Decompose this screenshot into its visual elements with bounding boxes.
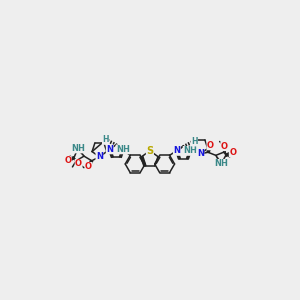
Text: O: O	[229, 148, 236, 157]
Text: NH: NH	[183, 146, 197, 155]
Text: N: N	[96, 152, 103, 161]
Text: O: O	[64, 156, 71, 165]
Text: O: O	[207, 141, 214, 150]
Text: S: S	[146, 146, 154, 156]
Text: NH: NH	[214, 159, 228, 168]
Text: N: N	[173, 146, 180, 155]
Text: N: N	[106, 145, 113, 154]
Text: H: H	[102, 136, 109, 145]
Text: O: O	[85, 162, 92, 171]
Polygon shape	[77, 148, 84, 156]
Text: H: H	[191, 137, 197, 146]
Text: O: O	[75, 159, 82, 168]
Text: NH: NH	[71, 144, 85, 153]
Polygon shape	[216, 155, 222, 164]
Text: N: N	[197, 149, 204, 158]
Text: NH: NH	[116, 145, 130, 154]
Text: O: O	[221, 142, 228, 151]
